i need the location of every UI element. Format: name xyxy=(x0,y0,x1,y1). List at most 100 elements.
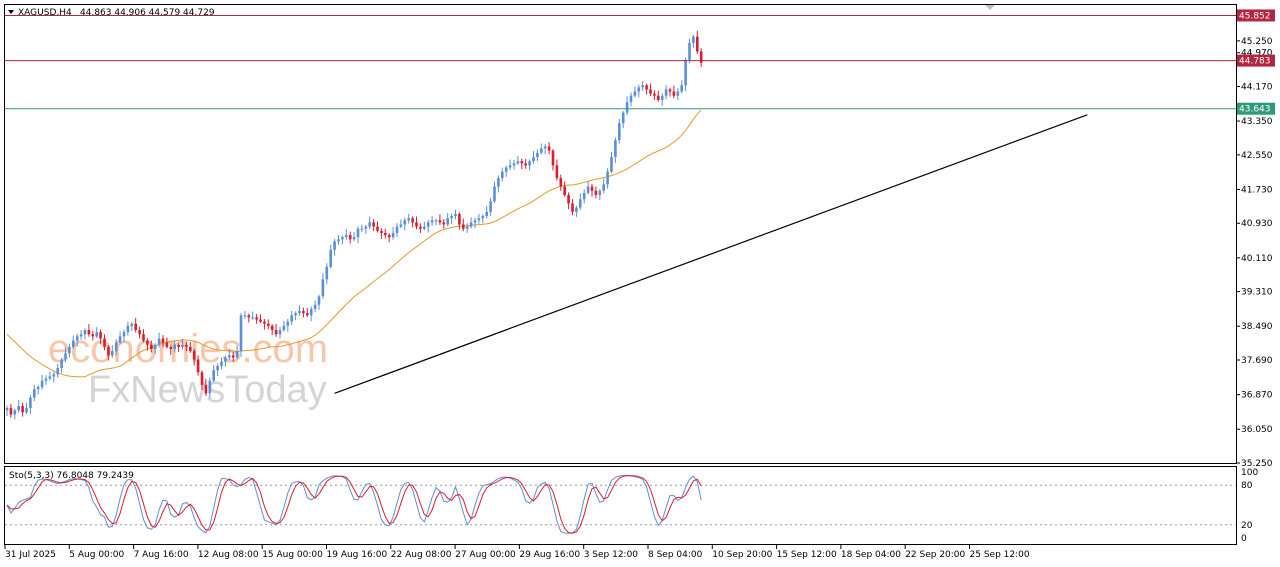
candle-body xyxy=(68,346,71,354)
candle-body xyxy=(142,334,145,341)
candle-body xyxy=(251,317,254,319)
x-tick-label: 5 Aug 00:00 xyxy=(69,550,124,560)
y-tick-label: 36.050 xyxy=(1241,425,1273,435)
candle-body xyxy=(540,148,543,153)
y-tick-label: 37.690 xyxy=(1241,356,1273,366)
candle-body xyxy=(504,167,508,172)
candle-body xyxy=(114,342,118,352)
candle-body xyxy=(263,321,266,324)
support-tag xyxy=(1237,102,1275,115)
candle-body xyxy=(337,239,340,242)
x-tick-label: 22 Aug 08:00 xyxy=(391,550,452,560)
watermark-fxnewstoday: FxNewsToday xyxy=(88,369,327,411)
candle-body xyxy=(559,178,563,187)
candle-body xyxy=(551,150,555,166)
x-tick-label: 19 Aug 16:00 xyxy=(327,550,388,560)
candle-body xyxy=(477,218,481,221)
indicator-panel-frame xyxy=(4,466,1237,545)
collapse-triangle-icon[interactable] xyxy=(8,10,14,14)
candle-body xyxy=(345,235,348,238)
ohlc-readout: 44.863 44.906 44.579 44.729 xyxy=(80,8,215,18)
candle-body xyxy=(13,410,17,415)
candle-body xyxy=(267,323,270,326)
candle-body xyxy=(493,186,496,202)
candle-body xyxy=(278,330,282,335)
candle-body xyxy=(255,317,258,320)
candle-body xyxy=(520,161,524,164)
candle-body xyxy=(91,334,95,337)
x-tick-label: 7 Aug 16:00 xyxy=(134,550,189,560)
candle-body xyxy=(458,213,461,225)
chart-shift-marker-icon[interactable] xyxy=(985,5,995,10)
x-tick-label: 15 Aug 00:00 xyxy=(262,550,323,560)
candle-body xyxy=(660,95,664,100)
candle-body xyxy=(684,59,687,86)
candle-body xyxy=(434,220,438,222)
candle-body xyxy=(602,184,605,191)
candle-body xyxy=(33,389,36,398)
candle-body xyxy=(282,325,286,331)
candle-body xyxy=(138,330,141,335)
candle-body xyxy=(582,192,586,200)
candle-body xyxy=(169,346,173,350)
candle-body xyxy=(44,378,48,381)
candle-body xyxy=(465,226,469,229)
candle-body xyxy=(368,222,371,227)
candle-body xyxy=(79,334,83,337)
moving-average-line xyxy=(6,109,702,378)
y-tick-label: 45.250 xyxy=(1241,37,1273,47)
trendline[interactable] xyxy=(334,114,1088,394)
candle-body xyxy=(270,325,274,331)
candle-body xyxy=(653,93,656,96)
candle-body xyxy=(157,338,161,345)
candle-body xyxy=(356,228,360,238)
candle-body xyxy=(621,112,625,124)
candle-body xyxy=(657,95,660,100)
y-tick-label: 44.970 xyxy=(1241,49,1273,59)
candle-body xyxy=(83,330,87,335)
candle-body xyxy=(185,344,188,347)
candle-body xyxy=(208,380,212,394)
candle-body xyxy=(302,311,305,314)
candle-body xyxy=(376,226,379,231)
indicator-label: Sto(5,3,3) 76.8048 79.2439 xyxy=(9,471,134,481)
resistance-label: 45.852 xyxy=(1239,11,1271,21)
candle-body xyxy=(196,359,200,373)
candle-body xyxy=(387,235,391,238)
candle-body xyxy=(153,344,157,350)
price-levels: 45.852 44.783 43.643 xyxy=(5,9,1275,115)
y-axis: 45.250 44.970 44.170 43.350 42.550 41.730 40.9… xyxy=(1236,37,1273,469)
candle-body xyxy=(372,222,375,227)
candle-body xyxy=(216,365,219,371)
candle-body xyxy=(243,315,247,317)
candle-body xyxy=(360,228,364,230)
candle-body xyxy=(95,332,98,337)
candle-body xyxy=(516,161,520,164)
moving-average xyxy=(6,109,702,378)
candle-body xyxy=(442,222,446,225)
candle-body xyxy=(25,408,28,413)
candle-body xyxy=(313,304,317,309)
candle-body xyxy=(426,222,430,227)
candle-body xyxy=(649,89,652,94)
candle-body xyxy=(680,85,683,92)
x-tick-label: 22 Sep 20:00 xyxy=(905,550,965,560)
candle-body xyxy=(423,226,426,229)
x-tick-label: 15 Sep 12:00 xyxy=(777,550,837,560)
candle-body xyxy=(48,376,52,379)
candle-body xyxy=(676,91,680,96)
candle-body xyxy=(21,406,24,413)
candle-body xyxy=(29,397,32,409)
candle-body xyxy=(122,332,126,337)
candle-body xyxy=(146,340,149,345)
candle-body xyxy=(411,218,414,223)
candle-body xyxy=(473,220,477,223)
candle-body xyxy=(239,315,243,352)
x-tick-label: 25 Sep 12:00 xyxy=(970,550,1030,560)
candle-body xyxy=(598,190,602,195)
candle-body xyxy=(181,344,184,347)
candle-body xyxy=(501,171,504,179)
candle-body xyxy=(645,85,648,90)
x-tick-label: 18 Sep 04:00 xyxy=(841,550,901,560)
candle-body xyxy=(212,370,215,381)
